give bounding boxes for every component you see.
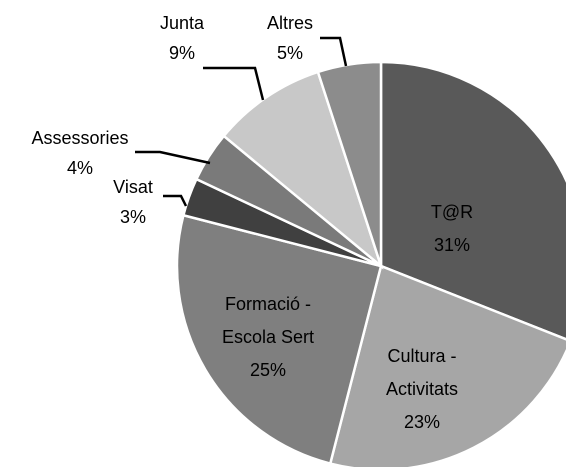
pie-slice <box>328 264 566 467</box>
slice-label: Cultura - Activitats 23% <box>367 340 477 439</box>
value-label: 3% <box>119 207 146 227</box>
value-label: 9% <box>168 43 195 63</box>
category-label: Altres <box>266 13 313 33</box>
slice-label: Altres 5% <box>250 8 330 68</box>
value-label: 4% <box>66 158 93 178</box>
category-label: Junta <box>159 13 205 33</box>
leader-line <box>135 150 211 165</box>
slice-label: Assessories 4% <box>5 123 155 183</box>
category-label: Formació - Escola Sert <box>221 294 315 347</box>
pie-slice <box>175 213 383 466</box>
leader-line <box>163 194 188 207</box>
leader-lines <box>135 36 348 207</box>
slice-label: T@R 31% <box>412 196 492 262</box>
pie-slice <box>316 60 383 267</box>
slice-label: Visat 3% <box>98 172 168 232</box>
category-label: Cultura - Activitats <box>385 346 459 399</box>
pie-slice <box>379 60 566 341</box>
pie <box>175 60 566 467</box>
category-label: Assessories <box>31 128 129 148</box>
pie-slice <box>222 70 384 270</box>
value-label: 23% <box>403 412 441 432</box>
value-label: 25% <box>249 360 287 380</box>
category-label: Visat <box>113 177 153 197</box>
category-label: T@R <box>430 202 474 222</box>
value-label: 31% <box>433 235 471 255</box>
value-label: 5% <box>276 43 303 63</box>
leader-line <box>203 66 265 101</box>
slice-label: Formació - Escola Sert 25% <box>198 288 338 387</box>
leader-line <box>320 36 348 67</box>
slice-label: Junta 9% <box>142 8 222 68</box>
